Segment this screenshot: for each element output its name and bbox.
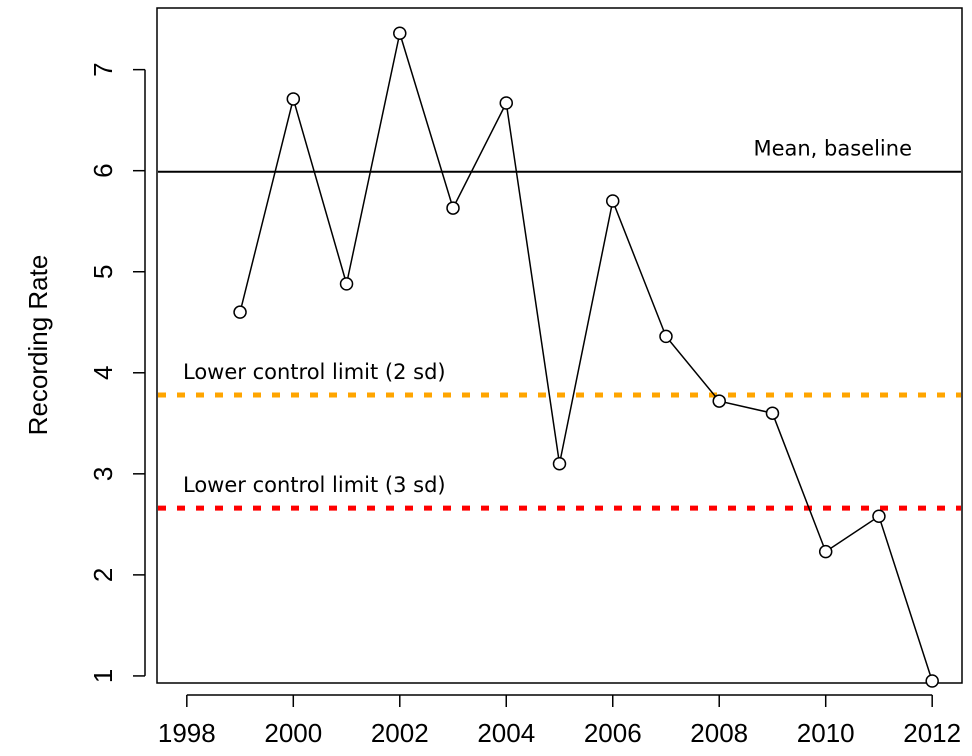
- y-tick-label: 7: [88, 62, 118, 76]
- data-point: [393, 26, 407, 41]
- data-point: [818, 544, 833, 559]
- reference-label: Lower control limit (2 sd): [183, 360, 446, 384]
- y-tick-label: 4: [88, 366, 118, 380]
- data-point: [286, 92, 301, 106]
- y-tick-label: 2: [88, 568, 118, 582]
- x-tick-label: 2002: [371, 718, 429, 748]
- y-tick-label: 1: [88, 669, 118, 683]
- data-point: [552, 456, 567, 471]
- y-tick-label: 3: [88, 467, 118, 481]
- x-tick-label: 2004: [477, 718, 535, 748]
- data-point: [765, 406, 780, 420]
- x-tick-label: 2010: [797, 718, 855, 748]
- data-point: [925, 674, 939, 688]
- data-point: [233, 305, 247, 319]
- data-point: [659, 329, 673, 344]
- y-tick-label: 6: [88, 163, 118, 177]
- data-point: [712, 394, 726, 408]
- x-tick-label: 2008: [690, 718, 748, 748]
- data-point: [605, 194, 620, 208]
- y-axis-label: Recording Rate: [23, 255, 53, 436]
- data-point: [872, 509, 886, 524]
- data-point: [339, 277, 354, 291]
- data-point: [499, 96, 514, 110]
- series-line: [239, 33, 933, 682]
- plot-frame: [156, 7, 963, 684]
- reference-label: Mean, baseline: [753, 137, 912, 161]
- x-tick-label: 2012: [903, 718, 961, 748]
- x-tick-label: 2000: [264, 718, 322, 748]
- x-tick-label: 1998: [158, 718, 216, 748]
- reference-label: Lower control limit (3 sd): [183, 473, 446, 497]
- y-tick-label: 5: [88, 265, 118, 279]
- data-point: [446, 201, 460, 215]
- x-tick-label: 2006: [584, 718, 642, 748]
